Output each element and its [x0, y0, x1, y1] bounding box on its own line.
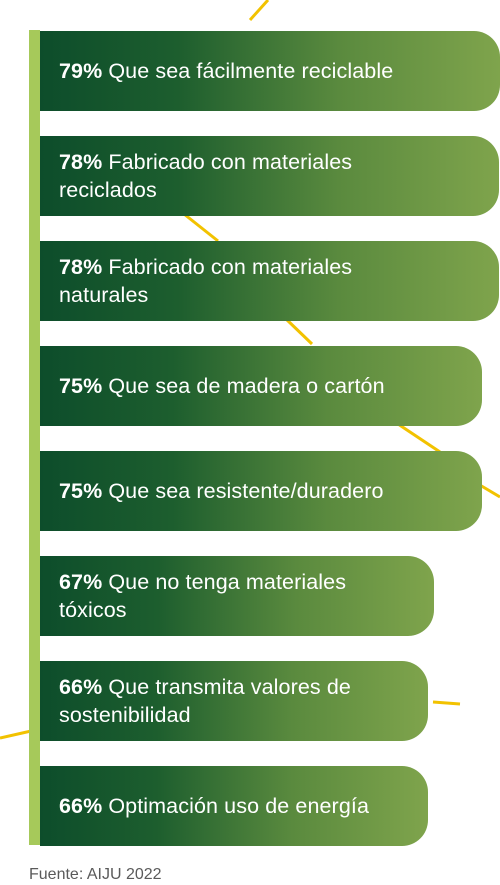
- bar-category-label: Fabricado con materiales: [108, 150, 353, 174]
- bar-category-label: Fabricado con materiales: [108, 255, 353, 279]
- bar: 75% Que sea resistente/duradero: [40, 451, 482, 531]
- bar-category-label: Que no tenga materiales: [108, 570, 347, 594]
- bar-category-label: sostenibilidad: [59, 703, 191, 727]
- decorative-zigzag-line: [183, 212, 219, 243]
- bar: 75% Que sea de madera o cartón: [40, 346, 482, 426]
- bar-value-label: 67%: [59, 570, 103, 594]
- bar: 78% Fabricado con materiales reciclados: [40, 136, 500, 216]
- bar-category-label: Que sea de madera o cartón: [108, 374, 385, 398]
- bar-category-label: reciclados: [59, 178, 157, 202]
- bar: 66% Que transmita valores de sostenibilida…: [40, 661, 429, 741]
- bar-text: 66% Que transmita valores de sostenibilida…: [59, 673, 351, 729]
- decorative-zigzag-line: [432, 700, 461, 706]
- bar-value-label: 66%: [59, 675, 103, 699]
- bar: 79% Que sea fácilmente reciclable: [40, 31, 500, 111]
- bar-value-label: 78%: [59, 255, 103, 279]
- decorative-zigzag-line: [248, 0, 270, 22]
- bar-text: 67% Que no tenga materiales tóxicos: [59, 568, 346, 624]
- bar-value-label: 75%: [59, 374, 103, 398]
- bar-text: 78% Fabricado con materiales reciclados: [59, 148, 352, 204]
- bar-text: 79% Que sea fácilmente reciclable: [59, 57, 393, 85]
- bar-category-label: naturales: [59, 283, 149, 307]
- bar-text: 66% Optimación uso de energía: [59, 792, 369, 820]
- bar-value-label: 75%: [59, 479, 103, 503]
- bar-value-label: 78%: [59, 150, 103, 174]
- bar: 66% Optimación uso de energía: [40, 766, 429, 846]
- bar-text: 78% Fabricado con materiales naturales: [59, 253, 352, 309]
- decorative-zigzag-line: [283, 316, 314, 346]
- bar-text: 75% Que sea resistente/duradero: [59, 477, 384, 505]
- bar-category-label: Que sea resistente/duradero: [108, 479, 384, 503]
- bar-category-label: tóxicos: [59, 598, 127, 622]
- bar: 78% Fabricado con materiales naturales: [40, 241, 500, 321]
- source-note: Fuente: AIJU 2022: [29, 866, 162, 883]
- bar-text: 75% Que sea de madera o cartón: [59, 372, 385, 400]
- bar-category-label: Que transmita valores de: [108, 675, 351, 699]
- decorative-zigzag-line: [397, 422, 441, 454]
- bar-category-label: Que sea fácilmente reciclable: [108, 59, 394, 83]
- bar-value-label: 66%: [59, 794, 103, 818]
- accent-stripe: [29, 30, 40, 845]
- bar-category-label: Optimación uso de energía: [108, 794, 370, 818]
- bar: 67% Que no tenga materiales tóxicos: [40, 556, 435, 636]
- bar-value-label: 79%: [59, 59, 103, 83]
